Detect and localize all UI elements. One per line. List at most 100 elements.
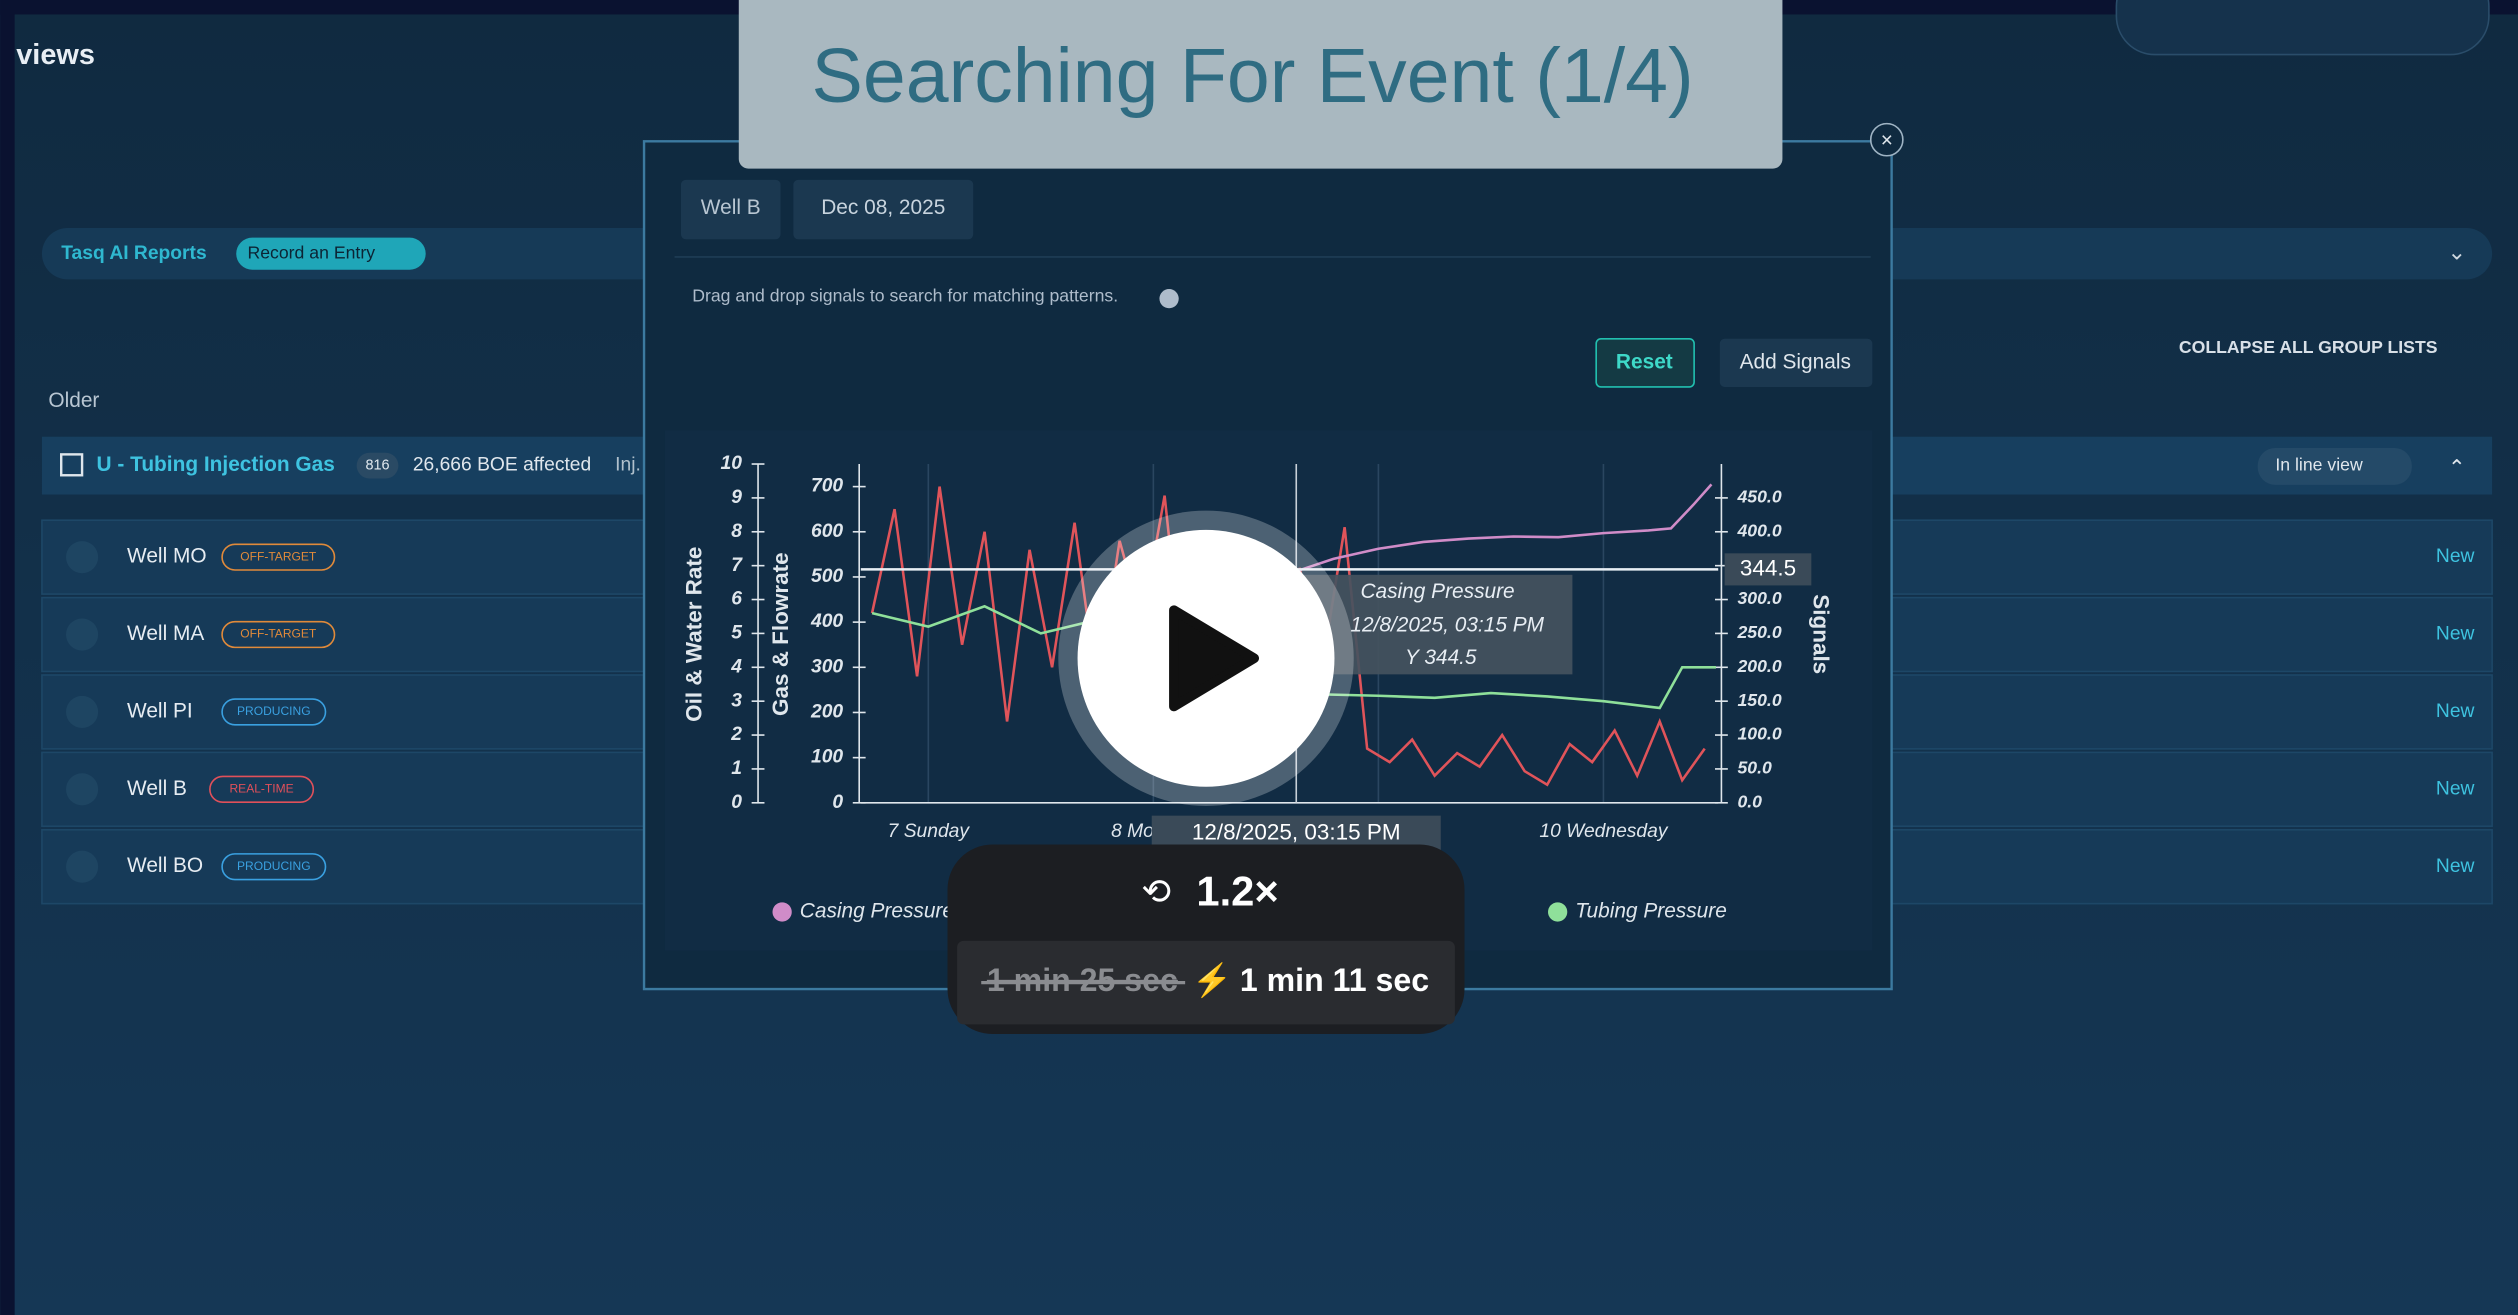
- group-tag: Inj.: [615, 455, 641, 476]
- tooltip: [1302, 574, 1573, 675]
- view-select[interactable]: [2257, 447, 2412, 485]
- y-tick-label: 8: [731, 521, 742, 542]
- y-tick-label: 6: [731, 589, 742, 610]
- y-tick-label: 9: [731, 487, 742, 508]
- y-tick-label: 250.0: [1736, 622, 1781, 642]
- y-tick-label: 200: [810, 702, 843, 723]
- y-tick-label: 0: [832, 792, 843, 813]
- close-icon: ×: [1881, 129, 1893, 152]
- crosshair-y-label: 344.5: [1740, 555, 1796, 580]
- well-icon: [66, 541, 99, 574]
- y-tick-label: 700: [811, 476, 843, 497]
- crosshair-x-label: 12/8/2025, 03:15 PM: [1192, 819, 1401, 844]
- y-tick-label: 100: [811, 747, 843, 768]
- date-tab-label: Dec 08, 2025: [821, 196, 945, 219]
- group-checkbox[interactable]: [60, 453, 84, 477]
- legend-label[interactable]: Tubing Pressure: [1575, 900, 1727, 923]
- well-action[interactable]: New: [2436, 546, 2475, 567]
- group-name: U - Tubing Injection Gas: [97, 453, 335, 476]
- reports-label: Tasq AI Reports: [61, 243, 206, 264]
- y-tick-label: 200.0: [1736, 656, 1781, 676]
- reset-button[interactable]: [1595, 337, 1695, 388]
- status-label: REAL-TIME: [229, 782, 293, 796]
- well-name: Well B: [127, 777, 187, 800]
- reset-label: Reset: [1616, 350, 1673, 373]
- legend-label[interactable]: Casing Pressure: [800, 900, 954, 923]
- toolbar[interactable]: [2115, 0, 2490, 56]
- y-tick-label: 400: [810, 611, 843, 632]
- y-tick-label: 1: [731, 758, 742, 779]
- status-label: PRODUCING: [237, 704, 311, 718]
- y-tick-label: 450.0: [1736, 487, 1781, 507]
- well-icon: [66, 773, 99, 806]
- left-bar: [0, 0, 15, 1315]
- expand-icon[interactable]: ⌄: [2447, 240, 2466, 265]
- y-tick-label: 400.0: [1736, 520, 1781, 540]
- well-tab[interactable]: [680, 179, 781, 240]
- speed: 1.2×: [1196, 867, 1278, 914]
- y-tick-label: 5: [731, 623, 742, 644]
- collapse-all[interactable]: COLLAPSE ALL GROUP LISTS: [2179, 337, 2438, 357]
- status-badge: [209, 775, 315, 803]
- group-collapse[interactable]: ⌃: [2448, 456, 2465, 479]
- y-tick-label: 0: [731, 792, 742, 813]
- header-title: views: [16, 39, 95, 71]
- group-count: 816: [365, 457, 389, 473]
- y-tick-label: 4: [730, 656, 742, 677]
- fast-duration: 1 min 11 sec: [1240, 962, 1429, 998]
- well-name: Well MA: [127, 622, 204, 645]
- y-tick-label: 300.0: [1737, 588, 1781, 608]
- group-count-badge: [356, 452, 399, 479]
- y-tick-label: 10: [721, 453, 743, 474]
- series-line: [1292, 483, 1713, 574]
- well-name: Well MO: [127, 545, 207, 568]
- tooltip-y: Y 344.5: [1405, 646, 1477, 669]
- well-icon: [66, 695, 99, 728]
- overlay-box: [738, 0, 1783, 169]
- x-tick-label: 7 Sunday: [888, 821, 971, 842]
- well-icon: [66, 850, 99, 883]
- record-label: Record an Entry: [247, 242, 375, 262]
- status-badge: [221, 620, 336, 649]
- section-label: Older: [48, 389, 99, 412]
- y-tick-label: 300: [811, 656, 843, 677]
- speed-icon: ⟲: [1141, 873, 1171, 912]
- status-label: OFF-TARGET: [240, 627, 317, 641]
- y-tick-label: 2: [730, 724, 742, 745]
- well-name: Well PI: [127, 699, 193, 722]
- record-button[interactable]: [236, 237, 426, 270]
- y-tick-label: 50.0: [1737, 758, 1772, 778]
- bolt-icon: ⚡: [1192, 961, 1232, 1000]
- y2-axis-label: Gas & Flowrate: [768, 552, 793, 716]
- status-label: OFF-TARGET: [240, 549, 317, 563]
- info-icon[interactable]: [1159, 289, 1179, 309]
- legend-swatch: [1548, 902, 1568, 922]
- y-tick-label: 150.0: [1737, 690, 1781, 710]
- date-tab[interactable]: [793, 179, 974, 240]
- speed-panel-lower: [957, 940, 1455, 1025]
- original-duration: 1 min 25 sec: [987, 962, 1178, 998]
- well-action[interactable]: New: [2436, 624, 2475, 645]
- status-badge: [221, 543, 336, 571]
- crosshair-y-box: [1724, 553, 1812, 586]
- well-icon: [66, 618, 99, 651]
- overlay-title: Searching For Event (1/4): [811, 33, 1693, 119]
- view-label: In line view: [2275, 454, 2363, 474]
- legend-swatch: [772, 902, 792, 922]
- y-tick-label: 600: [811, 521, 843, 542]
- hint: Drag and drop signals to search for matc…: [692, 286, 1118, 306]
- status-label: PRODUCING: [237, 859, 311, 873]
- add-signals-button[interactable]: [1719, 338, 1873, 387]
- tooltip-title: Casing Pressure: [1360, 580, 1514, 603]
- group-affected: 26,666 BOE affected: [413, 455, 591, 476]
- well-tab-label: Well B: [701, 196, 761, 219]
- close-button[interactable]: [1869, 122, 1904, 157]
- well-action[interactable]: New: [2436, 701, 2475, 722]
- y-tick-label: 500: [811, 566, 843, 587]
- y3-axis-label: Signals: [1808, 594, 1833, 674]
- tooltip-time: 12/8/2025, 03:15 PM: [1350, 614, 1544, 637]
- well-action[interactable]: New: [2436, 778, 2475, 799]
- well-action[interactable]: New: [2436, 856, 2475, 877]
